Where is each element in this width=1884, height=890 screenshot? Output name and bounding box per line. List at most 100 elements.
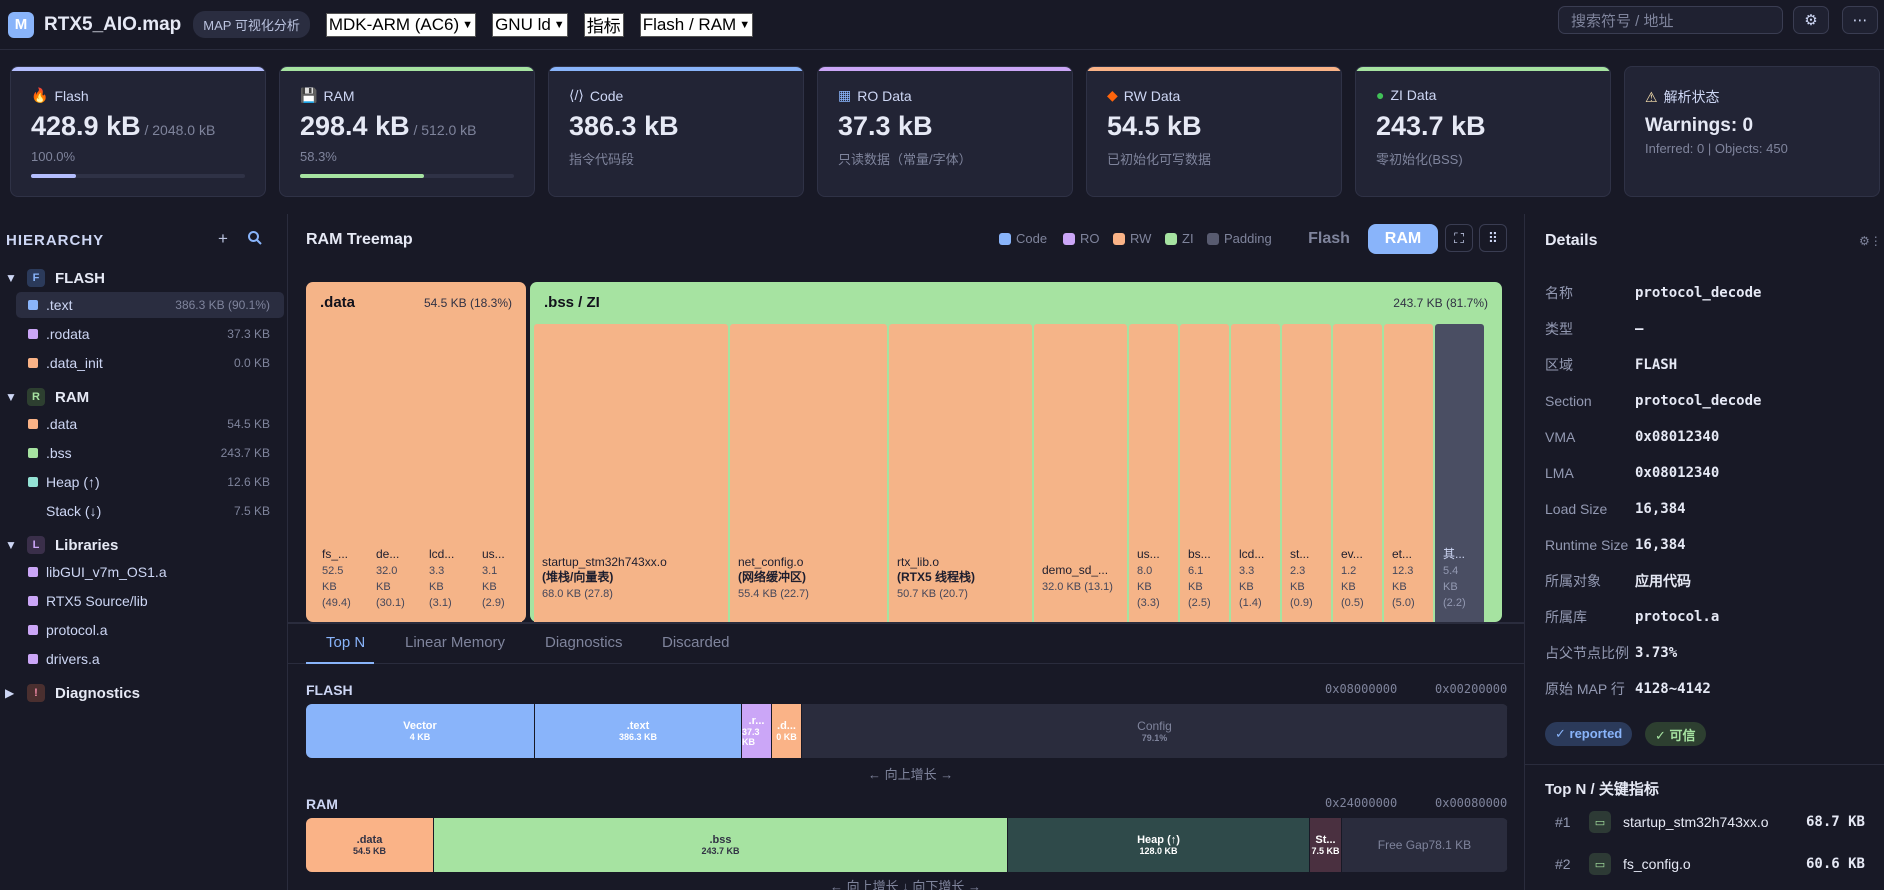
segment-name: .text [626, 720, 650, 732]
treemap-cell[interactable]: rtx_lib.o (RTX5 线程栈) 50.7 KB (20.7) [889, 324, 1032, 622]
panel-splitter[interactable] [288, 622, 1524, 624]
caret-down-icon[interactable]: ▼ [5, 538, 17, 552]
treemap-cell-size: KB [429, 581, 444, 593]
detail-row: LMA 0x08012340 [1545, 458, 1875, 488]
treemap-data-block[interactable]: .data 54.5 KB (18.3%) fs_... 52.5 KB (49.4)… [306, 282, 526, 622]
treemap-cell[interactable]: ev... 1.2 KB (0.5) [1333, 324, 1382, 622]
linker-select[interactable]: GNU ld ▼ [492, 12, 568, 37]
tree-item[interactable]: .text 386.3 KB (90.1%) [16, 292, 284, 318]
memory-segment[interactable]: .text 386.3 KB [535, 704, 742, 758]
treemap-cell[interactable]: us... 3.1 KB (2.9) [474, 324, 522, 622]
color-swatch [28, 625, 38, 635]
treemap-cell-size: 50.7 KB (20.7) [897, 588, 968, 600]
card-label: 💾 RAM [300, 87, 355, 104]
treemap-cell[interactable]: us... 8.0 KB (3.3) [1129, 324, 1178, 622]
treemap-cell[interactable]: fs_... 52.5 KB (49.4) [314, 324, 362, 622]
segment-size: 7.5 KB [1311, 846, 1340, 856]
treemap-cell[interactable]: net_config.o (网络缓冲区) 55.4 KB (22.7) [730, 324, 887, 622]
treemap-block-size: 54.5 KB (18.3%) [423, 296, 512, 310]
group-badge: F [27, 269, 45, 287]
treemap-flash-toggle[interactable]: Flash [1308, 230, 1350, 247]
tree-item[interactable]: Heap (↑) 12.6 KB [16, 469, 284, 495]
search-icon[interactable] [247, 230, 263, 250]
caret-down-icon[interactable]: ▼ [5, 271, 17, 285]
memory-segment[interactable]: .d... 0 KB [772, 704, 802, 758]
details-options-icon[interactable]: ⚙⋮ [1859, 234, 1882, 248]
treemap-cell[interactable]: startup_stm32h743xx.o (堆栈/向量表) 68.0 KB (27… [534, 324, 728, 622]
card-value: 428.9 kB / 2048.0 kB [31, 111, 215, 142]
color-swatch [28, 358, 38, 368]
treemap-cell-size: 52.5 [322, 565, 344, 577]
toolchain-select[interactable]: MDK-ARM (AC6) ▼ [325, 12, 477, 37]
tree-item[interactable]: .bss 243.7 KB [16, 440, 284, 466]
legend-label: Code [1016, 231, 1048, 246]
segment-name: Free Gap78.1 KB [1377, 838, 1472, 852]
tree-item[interactable]: .data_init 0.0 KB [16, 350, 284, 376]
treemap-block-title: .bss / ZI [544, 294, 600, 311]
tree-item[interactable]: protocol.a [16, 617, 284, 643]
treemap-ram-toggle[interactable]: RAM [1368, 224, 1438, 254]
treemap-cell[interactable]: demo_sd_... 32.0 KB (13.1) [1034, 324, 1127, 622]
tree-item[interactable]: RTX5 Source/lib [16, 588, 284, 614]
card-label: ⚠ 解析状态 [1645, 87, 1720, 107]
tree-item[interactable]: Stack (↓) 7.5 KB [16, 498, 284, 524]
metric-button[interactable]: 指标 [583, 12, 624, 37]
top-n-item[interactable]: #2 ▭ fs_config.o 60.6 KB [1545, 850, 1865, 878]
treemap-cell[interactable]: st... 2.3 KB (0.9) [1282, 324, 1331, 622]
memory-segment[interactable]: Heap (↑) 128.0 KB [1008, 818, 1310, 872]
tab-top-n[interactable]: Top N [326, 634, 366, 651]
memory-segment[interactable]: Free Gap78.1 KB [1342, 818, 1508, 872]
detail-row: Section protocol_decode [1545, 386, 1875, 416]
detail-value: protocol_decode [1635, 393, 1762, 409]
memory-segment[interactable]: Config 79.1% [802, 704, 1508, 758]
treemap-bss-block[interactable]: .bss / ZI 243.7 KB (81.7%) startup_stm32… [530, 282, 1502, 622]
search-input[interactable]: 搜索符号 / 地址 [1558, 6, 1783, 34]
treemap-cell[interactable]: et... 12.3 KB (5.0) [1384, 324, 1433, 622]
treemap-cell-name: (RTX5 线程栈) [897, 570, 976, 584]
legend-zi: ZI [1165, 231, 1194, 246]
more-button[interactable]: ⋯ [1842, 6, 1878, 34]
caret-right-icon[interactable]: ▶ [5, 686, 15, 700]
treemap-cell-size: KB [376, 581, 391, 593]
memory-segment[interactable]: Vector 4 KB [306, 704, 535, 758]
treemap-cell[interactable]: bs... 6.1 KB (2.5) [1180, 324, 1229, 622]
card-label: ▦ RO Data [838, 87, 912, 104]
memory-segment[interactable]: .data 54.5 KB [306, 818, 434, 872]
add-icon[interactable]: + [218, 229, 228, 248]
tree-item[interactable]: libGUI_v7m_OS1.a [16, 559, 284, 585]
tab-diagnostics[interactable]: Diagnostics [545, 634, 623, 651]
fullscreen-icon[interactable]: ⛶ [1445, 224, 1473, 252]
stat-card: 💾 RAM 298.4 kB / 512.0 kB 58.3% [279, 66, 535, 197]
memory-segment[interactable]: .r... 37.3 KB [742, 704, 772, 758]
tree-group-libraries[interactable]: ▼ L Libraries [0, 532, 288, 558]
region-select[interactable]: Flash / RAM ▼ [639, 12, 754, 37]
memory-segment[interactable]: St... 7.5 KB [1310, 818, 1342, 872]
caret-down-icon[interactable]: ▼ [5, 390, 17, 404]
segment-size: 386.3 KB [618, 732, 658, 742]
legend-rw: RW [1113, 231, 1151, 246]
ram-memory-bar: .data 54.5 KB .bss 243.7 KB Heap (↑) 128.0 KB… [306, 818, 1508, 872]
grid-icon[interactable]: ⠿ [1479, 224, 1507, 252]
card-value: 37.3 kB [838, 111, 933, 142]
segment-name: Config [1137, 719, 1172, 733]
tab-linear-memory[interactable]: Linear Memory [405, 634, 506, 651]
detail-value: protocol_decode [1635, 285, 1762, 301]
tree-item[interactable]: .data 54.5 KB [16, 411, 284, 437]
tree-group-diagnostics[interactable]: ▶! Diagnostics [0, 680, 288, 706]
tree-item[interactable]: drivers.a [16, 646, 284, 672]
tab-discarded[interactable]: Discarded [662, 634, 730, 651]
treemap-cell[interactable]: lcd... 3.3 KB (1.4) [1231, 324, 1280, 622]
tree-group-ram[interactable]: ▼ R RAM [0, 384, 288, 410]
treemap-cell[interactable]: 其... 5.4 KB (2.2) [1435, 324, 1484, 622]
settings-button[interactable]: ⚙ [1793, 6, 1829, 34]
treemap-cell[interactable]: de... 32.0 KB (30.1) [368, 324, 416, 622]
tree-item[interactable]: .rodata 37.3 KB [16, 321, 284, 347]
legend-label: ZI [1182, 231, 1194, 246]
treemap-cell[interactable]: lcd... 3.3 KB (3.1) [421, 324, 469, 622]
memory-segment[interactable]: .bss 243.7 KB [434, 818, 1008, 872]
tree-group-flash[interactable]: ▼ F FLASH [0, 265, 288, 291]
active-tab-underline [306, 662, 374, 664]
top-n-item[interactable]: #1 ▭ startup_stm32h743xx.o 68.7 KB [1545, 808, 1865, 836]
card-stripe [280, 67, 534, 71]
treemap-area: .data 54.5 KB (18.3%) fs_... 52.5 KB (49.4)… [306, 282, 1502, 622]
